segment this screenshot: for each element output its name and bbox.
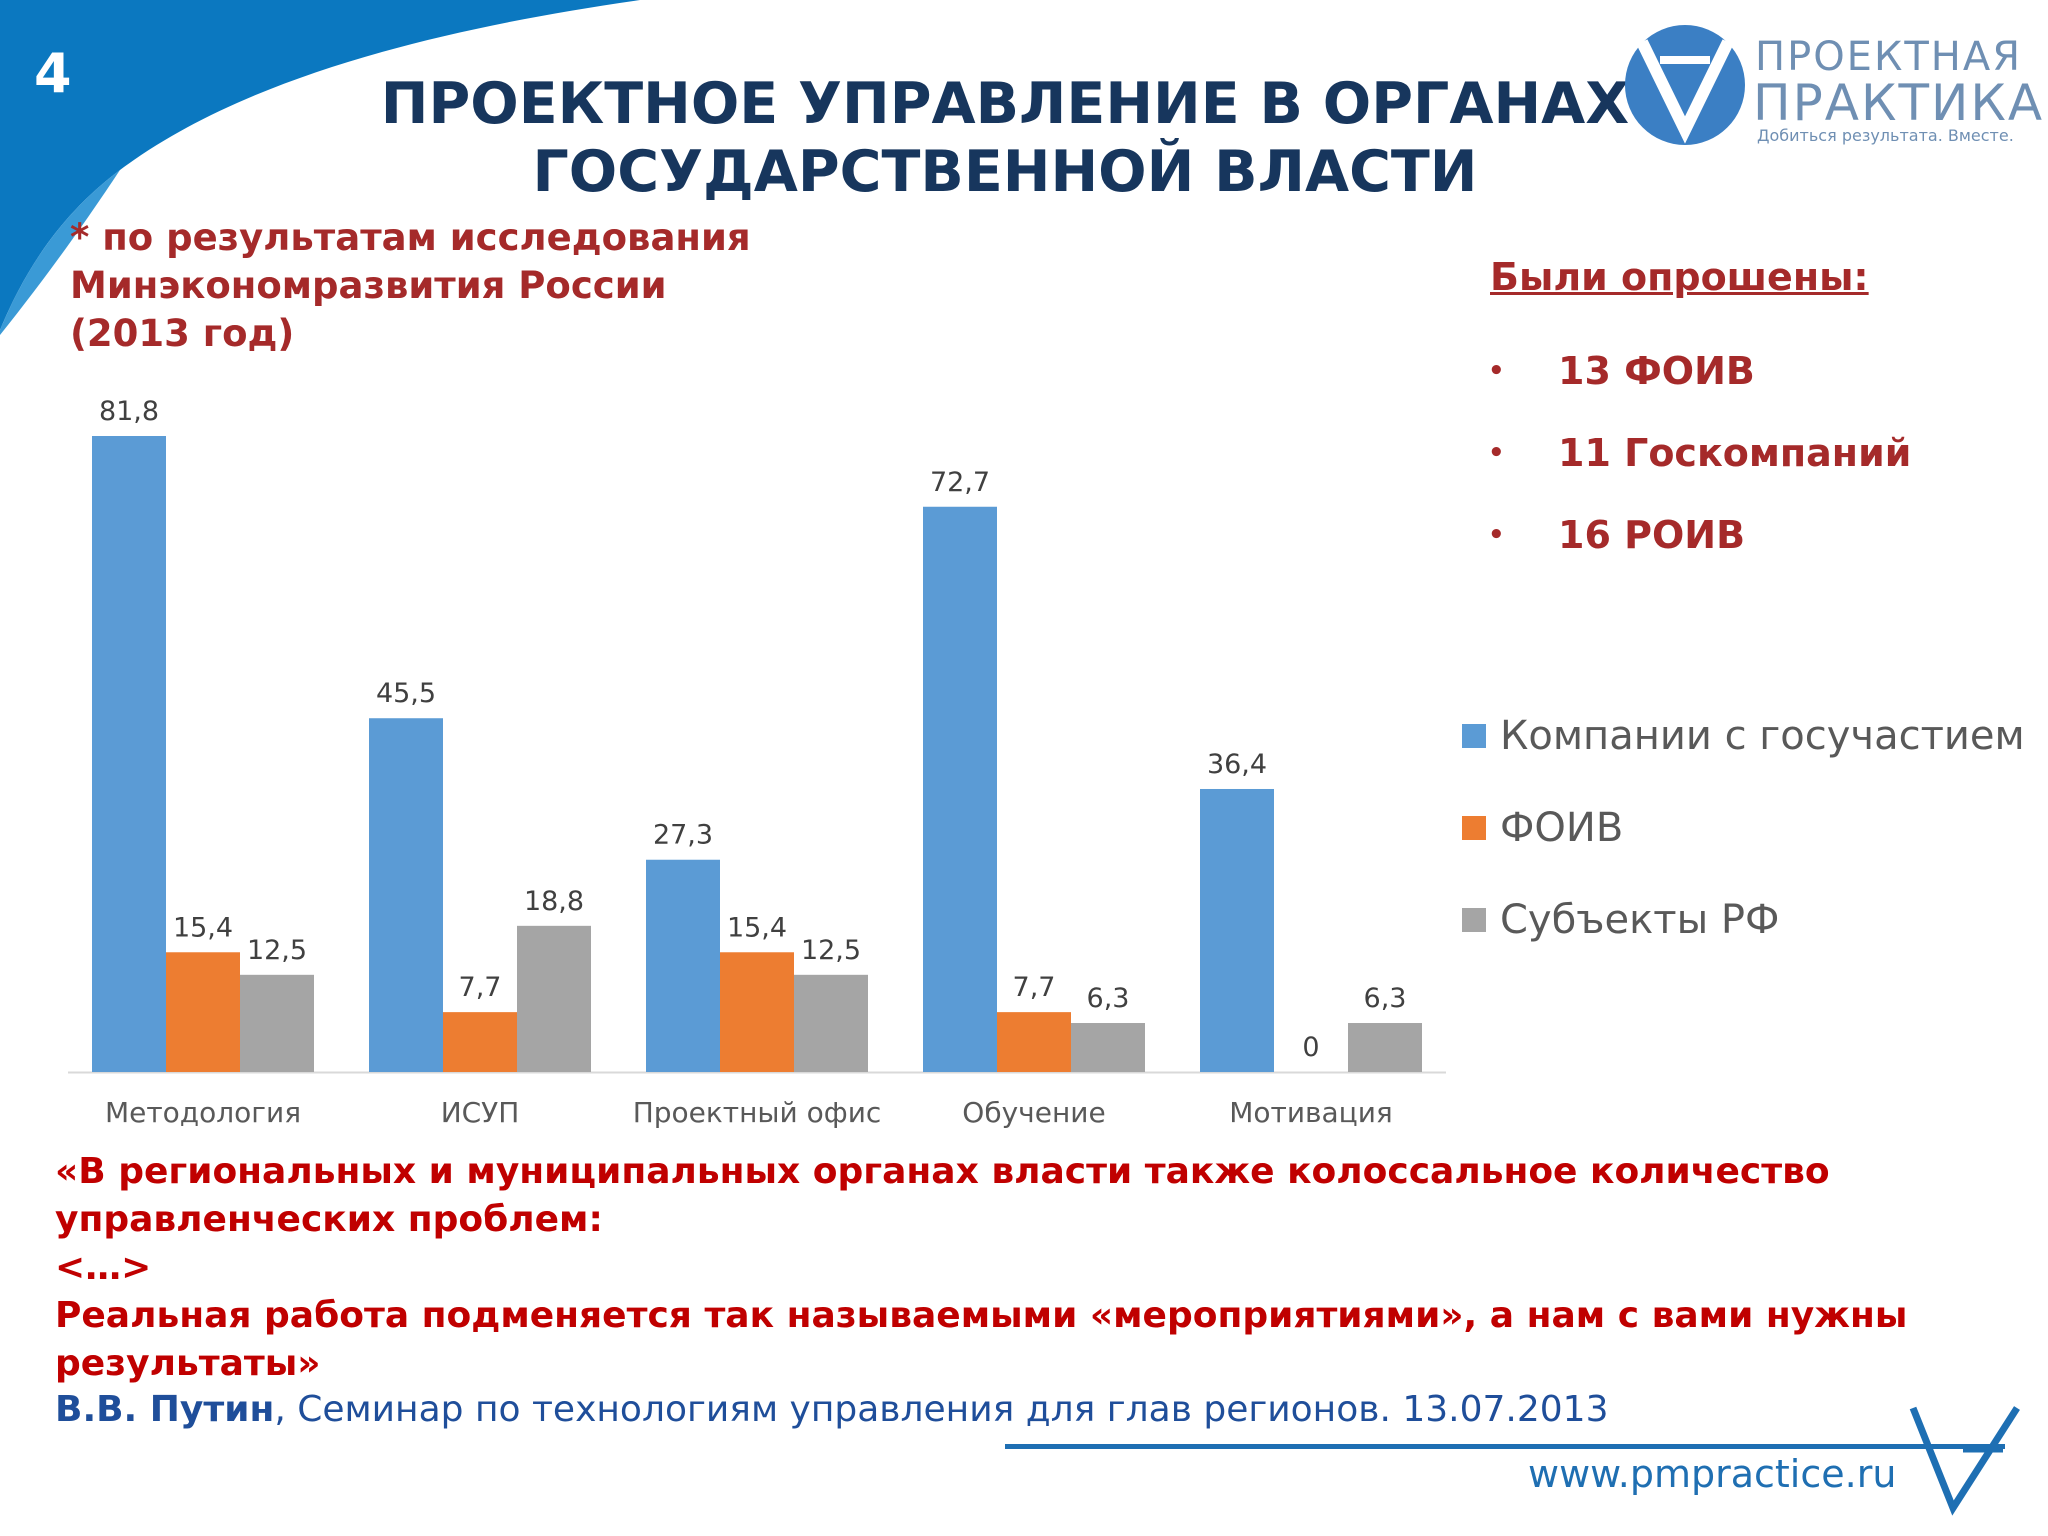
source-note-line-2: Минэкономразвития России bbox=[70, 264, 667, 307]
chart-legend: Компании с госучастием ФОИВ Субъекты РФ bbox=[1462, 690, 2025, 966]
data-label: 0 bbox=[1302, 1032, 1319, 1063]
logo-text-line-1: ПРОЕКТНАЯ bbox=[1755, 34, 2023, 80]
surveyed-item: • 13 ФОИВ bbox=[1480, 330, 1911, 412]
legend-item: Субъекты РФ bbox=[1462, 874, 2025, 966]
bar-1 bbox=[646, 859, 720, 1072]
source-note-line-3: (2013 год) bbox=[70, 312, 295, 355]
bar-3 bbox=[1348, 1023, 1422, 1072]
quote-line: <…> bbox=[55, 1247, 152, 1288]
data-label: 15,4 bbox=[727, 912, 787, 943]
legend-item: ФОИВ bbox=[1462, 782, 2025, 874]
title-line-2: ГОСУДАРСТВЕННОЙ ВЛАСТИ bbox=[532, 139, 1478, 205]
legend-swatch bbox=[1462, 908, 1486, 932]
bar-1 bbox=[369, 718, 443, 1072]
data-label: 81,8 bbox=[99, 396, 159, 427]
data-label: 12,5 bbox=[247, 935, 307, 966]
data-label: 6,3 bbox=[1364, 983, 1407, 1014]
source-note-line-1: * по результатам исследования bbox=[70, 216, 751, 259]
quote-line: результаты» bbox=[55, 1343, 321, 1384]
bullet-icon: • bbox=[1488, 356, 1505, 386]
page-title: ПРОЕКТНОЕ УПРАВЛЕНИЕ В ОРГАНАХ ГОСУДАРСТ… bbox=[330, 70, 1680, 206]
data-label: 45,5 bbox=[376, 678, 436, 709]
category-label: Методология bbox=[105, 1096, 301, 1129]
bar-3 bbox=[240, 974, 314, 1072]
category-label: Проектный офис bbox=[633, 1096, 882, 1129]
data-label: 7,7 bbox=[459, 972, 502, 1003]
surveyed-item: • 11 Госкомпаний bbox=[1480, 412, 1911, 494]
quote-block: «В региональных и муниципальных органах … bbox=[55, 1148, 1955, 1388]
data-label: 15,4 bbox=[173, 912, 233, 943]
bar-2 bbox=[997, 1012, 1071, 1072]
data-label: 12,5 bbox=[801, 935, 861, 966]
quote-line: управленческих проблем: bbox=[55, 1199, 603, 1240]
category-label: ИСУП bbox=[441, 1096, 520, 1129]
footer-divider bbox=[1005, 1444, 2005, 1449]
logo-text-line-2: ПРАКТИКА bbox=[1753, 74, 2045, 132]
surveyed-item: • 16 РОИВ bbox=[1480, 494, 1911, 576]
surveyed-item-label: 11 Госкомпаний bbox=[1558, 431, 1912, 475]
category-label: Мотивация bbox=[1229, 1096, 1393, 1129]
legend-label: Компании с госучастием bbox=[1500, 713, 2025, 759]
legend-label: ФОИВ bbox=[1500, 805, 1624, 851]
logo-tagline: Добиться результата. Вместе. bbox=[1757, 126, 2014, 145]
bar-1 bbox=[1200, 788, 1274, 1072]
category-label: Обучение bbox=[962, 1096, 1105, 1129]
title-line-1: ПРОЕКТНОЕ УПРАВЛЕНИЕ В ОРГАНАХ bbox=[380, 71, 1630, 137]
data-label: 18,8 bbox=[524, 886, 584, 917]
legend-label: Субъекты РФ bbox=[1500, 897, 1780, 943]
footer-logo-mark-icon bbox=[1909, 1406, 2020, 1516]
bar-1 bbox=[92, 436, 166, 1072]
bar-3 bbox=[1071, 1023, 1145, 1072]
bar-3 bbox=[794, 974, 868, 1072]
quote-attribution: В.В. Путин, Семинар по технологиям управ… bbox=[55, 1389, 1608, 1430]
data-label: 72,7 bbox=[930, 467, 990, 498]
surveyed-item-label: 16 РОИВ bbox=[1558, 513, 1746, 557]
quote-author: В.В. Путин bbox=[55, 1389, 275, 1430]
source-note: * по результатам исследования Минэкономр… bbox=[70, 214, 830, 358]
bar-3 bbox=[517, 925, 591, 1072]
quote-source: , Семинар по технологиям управления для … bbox=[274, 1389, 1609, 1430]
data-label: 6,3 bbox=[1087, 983, 1130, 1014]
slide-number: 4 bbox=[34, 42, 72, 105]
surveyed-title: Были опрошены: bbox=[1490, 255, 1869, 299]
quote-line: «В региональных и муниципальных органах … bbox=[55, 1151, 1830, 1192]
corner-decoration bbox=[0, 0, 640, 335]
bullet-icon: • bbox=[1488, 520, 1505, 550]
surveyed-item-label: 13 ФОИВ bbox=[1558, 349, 1755, 393]
bar-2 bbox=[443, 1012, 517, 1072]
data-label: 36,4 bbox=[1207, 749, 1267, 780]
data-label: 27,3 bbox=[653, 820, 713, 851]
quote-line: Реальная работа подменяется так называем… bbox=[55, 1295, 1908, 1336]
legend-item: Компании с госучастием bbox=[1462, 690, 2025, 782]
bar-2 bbox=[166, 952, 240, 1072]
bullet-icon: • bbox=[1488, 438, 1505, 468]
bar-1 bbox=[923, 506, 997, 1072]
bar-2 bbox=[720, 952, 794, 1072]
company-logo-icon bbox=[1625, 25, 1745, 145]
legend-swatch bbox=[1462, 724, 1486, 748]
legend-swatch bbox=[1462, 816, 1486, 840]
data-label: 7,7 bbox=[1013, 972, 1056, 1003]
bar-chart: 81,8 15,4 12,5 Методология 45,5 7,7 18,8 ИСУП 27… bbox=[68, 396, 1446, 1129]
footer-url-link[interactable]: www.pmpractice.ru bbox=[1528, 1452, 1897, 1496]
surveyed-list: • 13 ФОИВ • 11 Госкомпаний • 16 РОИВ bbox=[1480, 330, 1911, 576]
